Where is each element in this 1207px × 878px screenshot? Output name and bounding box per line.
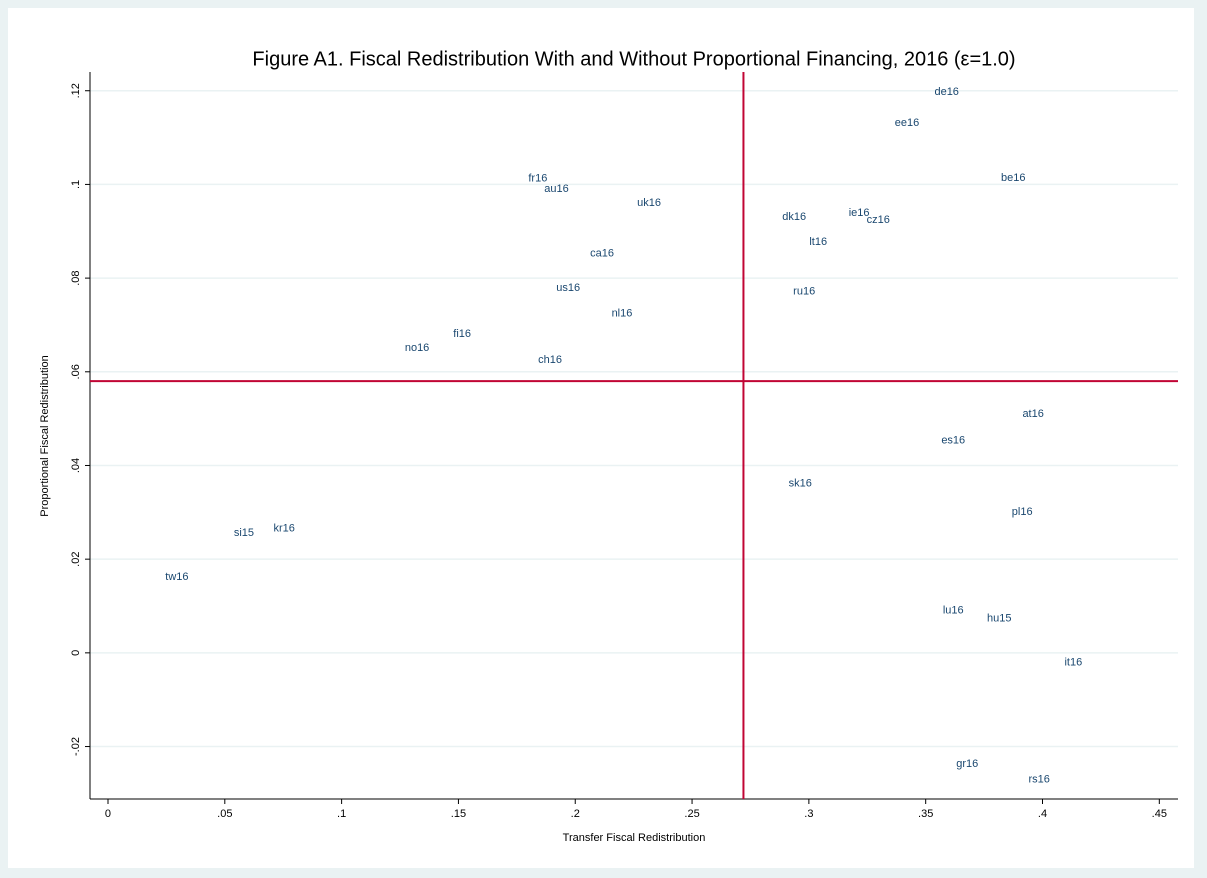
x-tick-label: .3 [804, 808, 813, 820]
point-label: ee16 [895, 117, 919, 129]
point-label: lu16 [943, 605, 964, 617]
point-label: nl16 [612, 308, 633, 320]
y-tick-label: .02 [70, 552, 82, 567]
y-tick-label: .04 [70, 458, 82, 473]
point-label: at16 [1022, 408, 1043, 420]
point-label: uk16 [637, 197, 661, 209]
point-label: lt16 [809, 236, 827, 248]
point-label: au16 [544, 183, 568, 195]
point-label: ie16 [849, 207, 870, 219]
plot-background [8, 8, 1194, 868]
point-label: si15 [234, 527, 254, 539]
point-label: ru16 [793, 286, 815, 298]
x-axis-title: Transfer Fiscal Redistribution [563, 832, 706, 844]
point-label: gr16 [956, 758, 978, 770]
point-label: be16 [1001, 172, 1025, 184]
y-tick-label: .08 [70, 270, 82, 285]
point-label: it16 [1064, 657, 1082, 669]
point-label: no16 [405, 342, 429, 354]
x-tick-label: .25 [684, 808, 699, 820]
point-label: kr16 [273, 523, 294, 535]
x-tick-label: 0 [105, 808, 111, 820]
chart-title: Figure A1. Fiscal Redistribution With an… [252, 48, 1015, 70]
x-tick-label: .35 [918, 808, 933, 820]
x-tick-label: .2 [571, 808, 580, 820]
point-label: es16 [941, 435, 965, 447]
point-label: us16 [556, 282, 580, 294]
point-label: de16 [934, 86, 958, 98]
point-label: dk16 [782, 211, 806, 223]
y-tick-label: .06 [70, 364, 82, 379]
point-label: sk16 [789, 478, 812, 490]
x-tick-label: .45 [1152, 808, 1167, 820]
y-tick-label: 0 [70, 650, 82, 656]
point-label: fr16 [528, 173, 547, 185]
point-label: hu15 [987, 613, 1011, 625]
point-label: ch16 [538, 354, 562, 366]
y-tick-label: -.02 [70, 737, 82, 756]
x-tick-label: .1 [337, 808, 346, 820]
x-tick-label: .4 [1038, 808, 1047, 820]
point-label: fi16 [453, 328, 471, 340]
point-label: ca16 [590, 248, 614, 260]
point-label: cz16 [867, 214, 890, 226]
point-label: pl16 [1012, 506, 1033, 518]
y-axis-title: Proportional Fiscal Redistribution [39, 355, 51, 516]
point-label: rs16 [1029, 774, 1050, 786]
y-tick-label: .12 [70, 83, 82, 98]
x-tick-label: .15 [451, 808, 466, 820]
y-tick-label: .1 [70, 180, 82, 189]
point-label: tw16 [165, 571, 188, 583]
x-tick-label: .05 [217, 808, 232, 820]
